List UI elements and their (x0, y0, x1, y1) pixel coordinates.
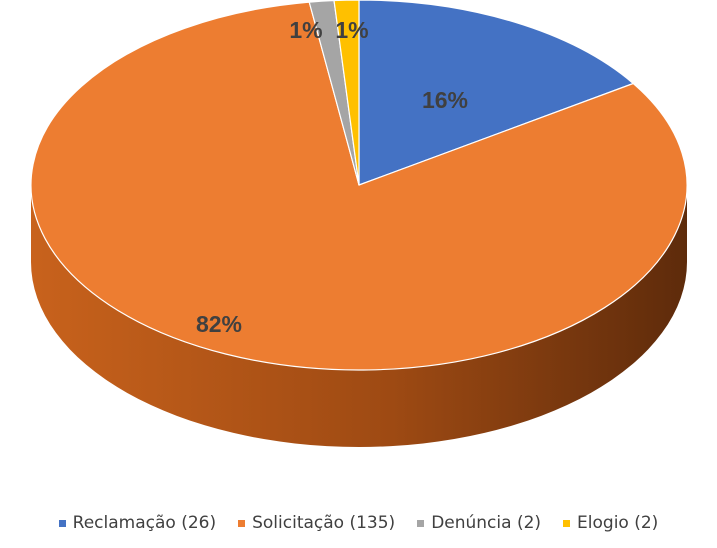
data-label-elogio: 1% (335, 17, 368, 43)
slice-solicitacao (30, 1, 688, 371)
legend-item-denuncia: Denúncia (2) (417, 513, 541, 533)
data-label-reclamacao: 16% (422, 87, 468, 113)
legend-swatch-solicitacao (238, 519, 246, 527)
slice-side-solicitacao (31, 185, 687, 447)
legend-label-reclamacao: Reclamação (26) (72, 513, 217, 533)
pie-side-layer (31, 185, 687, 447)
slice-elogio (333, 0, 360, 186)
legend-label-solicitacao: Solicitação (135) (252, 513, 396, 533)
chart-legend: Reclamação (26) Solicitação (135) Denúnc… (0, 505, 717, 541)
legend-swatch-denuncia (417, 519, 425, 527)
data-label-denuncia: 1% (289, 17, 322, 43)
legend-label-elogio: Elogio (2) (577, 513, 659, 533)
legend-item-elogio: Elogio (2) (563, 513, 658, 533)
legend-item-reclamacao: Reclamação (26) (58, 513, 217, 533)
legend-swatch-elogio (563, 519, 571, 527)
slice-reclamacao (358, 0, 634, 186)
legend-swatch-reclamacao (58, 519, 66, 527)
legend-label-denuncia: Denúncia (2) (431, 513, 542, 533)
data-label-solicitacao: 82% (196, 311, 242, 337)
data-labels: 16% 82% 1% 1% (196, 17, 468, 337)
pie-top-layer (30, 0, 688, 371)
legend-item-solicitacao: Solicitação (135) (238, 513, 395, 533)
